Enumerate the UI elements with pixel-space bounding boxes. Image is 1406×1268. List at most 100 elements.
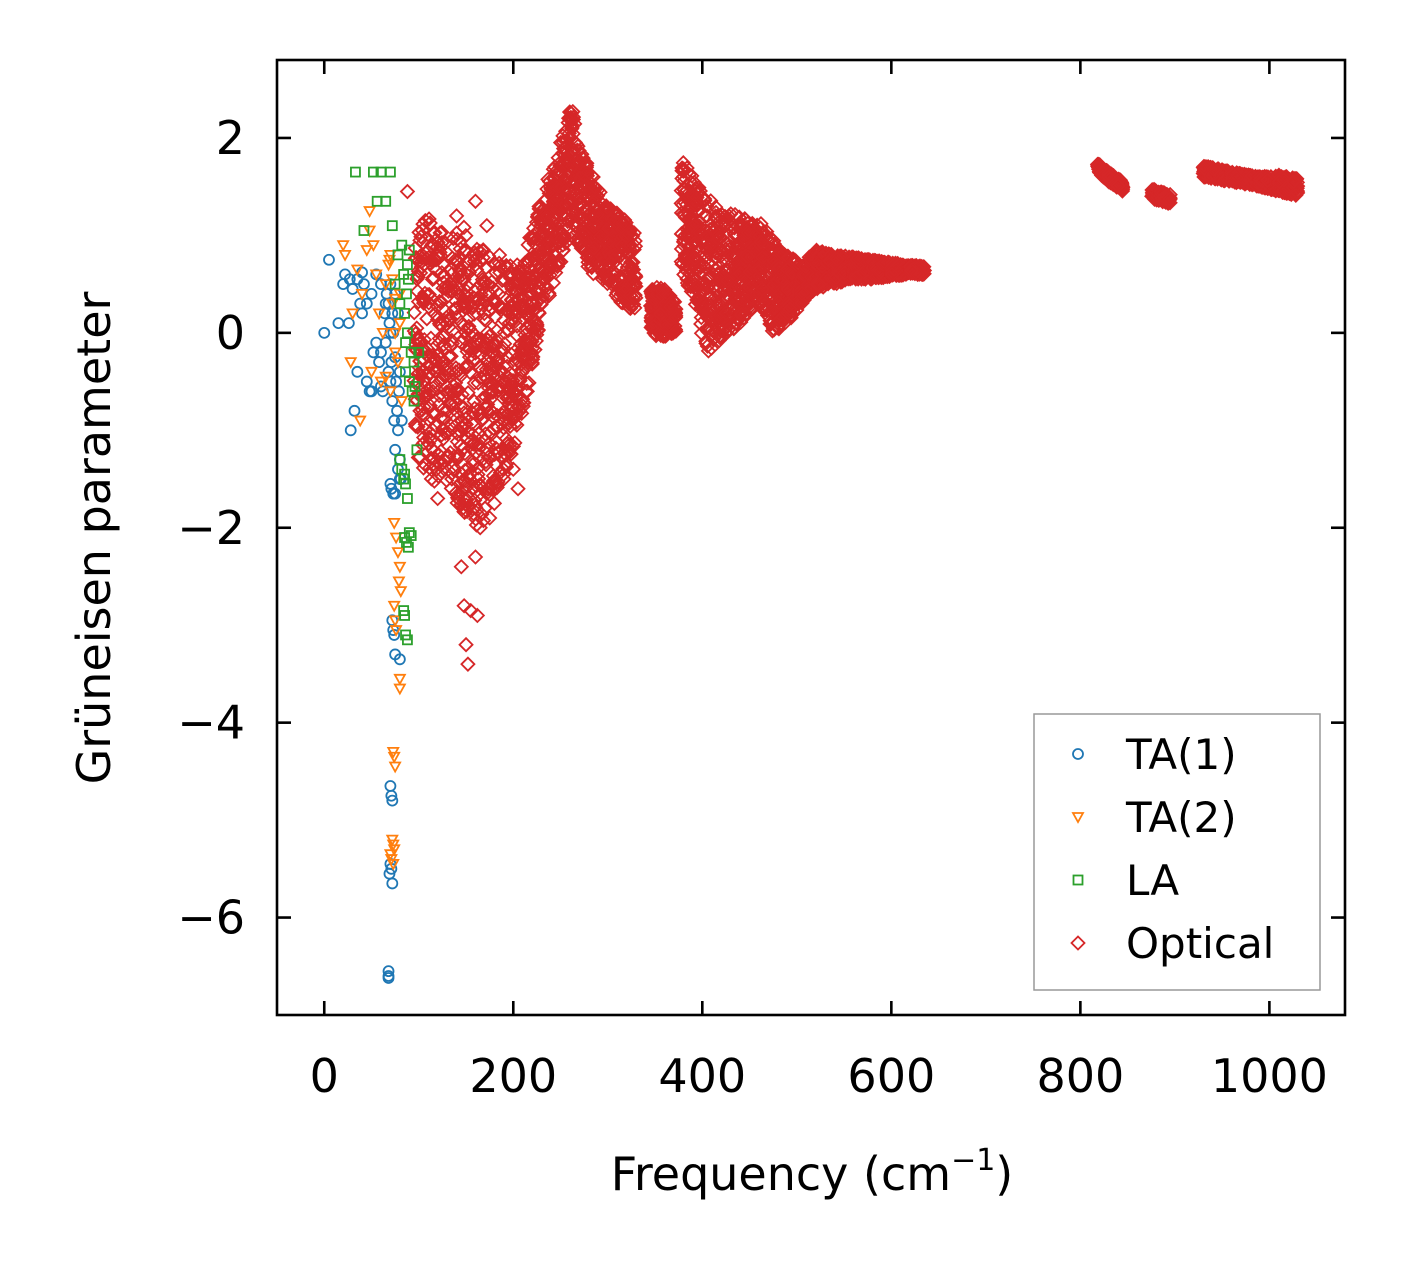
optical-point xyxy=(474,362,490,378)
optical-point xyxy=(558,133,574,149)
ta-2-point xyxy=(336,240,350,253)
ta-2-point xyxy=(393,673,407,686)
optical-point xyxy=(456,597,472,614)
optical-point xyxy=(909,266,926,283)
ta-2-point xyxy=(366,240,380,253)
ta-2-point xyxy=(391,357,405,369)
optical-point xyxy=(495,461,511,477)
optical-point xyxy=(435,329,452,345)
optical-point xyxy=(685,250,701,266)
optical-point xyxy=(446,448,463,465)
optical-point xyxy=(780,279,796,296)
optical-point xyxy=(524,333,540,350)
ta-2-point xyxy=(395,396,409,408)
legend-entry: LA xyxy=(1072,856,1179,905)
la-point xyxy=(389,278,401,290)
ta-2-point xyxy=(353,415,367,428)
optical-point xyxy=(441,310,458,327)
ta-2-point xyxy=(374,376,388,389)
legend-entry: TA(1) xyxy=(1072,730,1237,779)
optical-point xyxy=(572,155,588,172)
optical-point xyxy=(407,250,424,267)
optical-point xyxy=(519,296,536,313)
optical-point xyxy=(494,426,511,443)
optical-point xyxy=(625,274,642,290)
optical-point xyxy=(751,274,767,291)
optical-point xyxy=(422,432,439,448)
optical-point xyxy=(617,227,634,244)
optical-point xyxy=(771,312,787,329)
optical-point xyxy=(478,453,494,470)
optical-point xyxy=(458,416,474,433)
optical-point xyxy=(496,324,513,341)
optical-point xyxy=(464,426,481,443)
optical-point xyxy=(495,340,512,357)
la-point xyxy=(402,273,414,285)
optical-point xyxy=(492,258,508,275)
optical-point xyxy=(603,249,620,265)
optical-point xyxy=(781,297,798,314)
legend-label: Optical xyxy=(1126,919,1274,968)
ta-1-point xyxy=(393,653,406,666)
optical-point xyxy=(1259,172,1276,189)
optical-point xyxy=(474,506,490,523)
optical-point xyxy=(513,405,530,422)
optical-point xyxy=(399,183,416,200)
optical-point xyxy=(687,195,703,212)
optical-point xyxy=(443,348,459,365)
optical-point xyxy=(555,134,572,150)
optical-point xyxy=(452,287,468,304)
optical-point xyxy=(477,426,494,442)
legend-marker-diamond xyxy=(1070,935,1086,951)
optical-point xyxy=(719,273,736,289)
optical-point xyxy=(488,354,505,370)
optical-point xyxy=(474,271,491,288)
optical-point xyxy=(668,323,684,339)
optical-point xyxy=(740,292,756,309)
optical-point xyxy=(460,656,476,672)
ta-2-point xyxy=(389,532,403,545)
optical-point xyxy=(713,243,730,260)
optical-point xyxy=(473,411,490,428)
ta-2-point xyxy=(338,249,352,262)
optical-point xyxy=(555,183,572,200)
optical-point xyxy=(454,386,470,403)
la-point xyxy=(400,337,411,349)
optical-point xyxy=(717,264,733,280)
ta-2-point xyxy=(393,561,407,574)
optical-point xyxy=(533,290,550,306)
optical-point xyxy=(442,274,458,291)
optical-point xyxy=(541,173,558,189)
optical-point xyxy=(507,409,523,425)
optical-point xyxy=(529,293,546,309)
y-tick-label: 0 xyxy=(216,306,245,360)
optical-point xyxy=(521,375,537,391)
ta-2-point xyxy=(376,327,390,340)
ta-2-point xyxy=(382,254,397,267)
optical-point xyxy=(422,215,438,231)
series-optical xyxy=(399,103,1306,672)
optical-point xyxy=(686,235,703,252)
optical-point xyxy=(738,248,754,264)
optical-point xyxy=(673,226,690,242)
optical-point xyxy=(458,283,475,299)
ta-1-point xyxy=(342,317,355,330)
optical-point xyxy=(1271,174,1288,190)
optical-point xyxy=(652,306,669,323)
optical-point xyxy=(733,304,750,320)
optical-point xyxy=(687,180,704,197)
optical-point xyxy=(495,466,512,483)
ta-2-point xyxy=(387,600,401,613)
optical-point xyxy=(507,406,524,422)
ta-2-point xyxy=(346,308,360,321)
optical-point xyxy=(566,116,583,132)
optical-point xyxy=(699,242,715,259)
optical-point xyxy=(770,246,786,263)
ta-1-point xyxy=(379,297,392,310)
optical-point xyxy=(685,189,702,205)
optical-point xyxy=(426,450,442,466)
optical-point xyxy=(626,300,643,316)
optical-point xyxy=(501,445,517,461)
x-tick-label: 600 xyxy=(847,1049,935,1103)
data-points xyxy=(318,103,1306,984)
